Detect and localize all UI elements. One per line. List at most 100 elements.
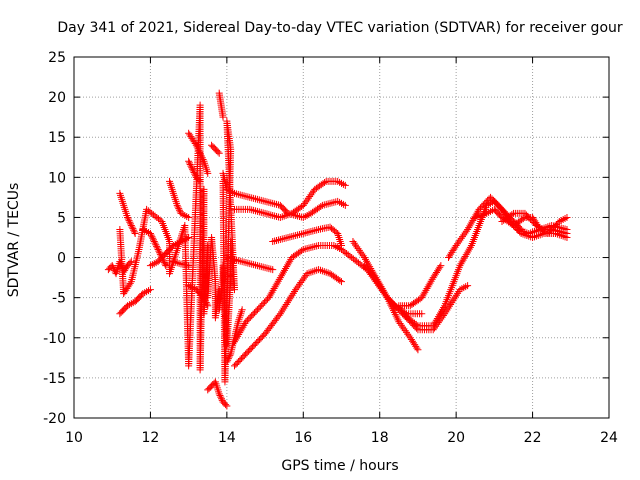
data-point: [231, 338, 238, 346]
data-point: [270, 285, 278, 293]
data-point: [155, 247, 163, 255]
data-point: [460, 254, 468, 262]
y-tick-label: -10: [43, 331, 66, 347]
data-point: [418, 310, 426, 318]
data-point: [453, 240, 461, 248]
data-point: [281, 266, 289, 274]
data-point: [353, 243, 361, 251]
data-point: [459, 233, 467, 241]
series-arc-b: [116, 286, 154, 318]
data-point: [487, 193, 495, 201]
data-point: [173, 201, 181, 209]
data-point: [361, 255, 369, 263]
data-point: [236, 329, 244, 337]
data-point: [489, 196, 497, 204]
data-point: [488, 195, 496, 203]
data-point: [204, 169, 212, 177]
data-point: [360, 262, 368, 270]
data-point: [218, 395, 226, 403]
data-point: [295, 280, 303, 288]
data-point: [364, 267, 372, 275]
data-points: [104, 89, 571, 410]
data-point: [436, 263, 444, 271]
data-point: [185, 157, 193, 165]
data-point: [437, 262, 445, 270]
data-point: [234, 332, 242, 340]
y-tick-label: 20: [48, 90, 66, 106]
data-point: [427, 277, 435, 285]
data-point: [521, 209, 529, 217]
data-point: [377, 285, 385, 293]
data-point: [299, 201, 307, 209]
y-tick-label: 25: [48, 50, 66, 66]
data-point: [265, 294, 273, 302]
data-point: [426, 279, 434, 287]
data-point: [418, 294, 426, 302]
data-point: [261, 298, 269, 306]
series-scattered: [116, 101, 238, 386]
data-point: [185, 159, 193, 167]
data-point: [126, 259, 134, 267]
data-point: [130, 228, 138, 236]
data-point: [149, 236, 157, 244]
data-point: [424, 283, 432, 291]
data-point: [262, 297, 270, 305]
data-point: [428, 275, 436, 283]
data-point: [252, 307, 260, 315]
data-point: [151, 239, 159, 247]
data-point: [292, 286, 300, 294]
data-point: [321, 178, 329, 186]
data-point: [401, 327, 409, 335]
data-point: [357, 248, 365, 256]
data-point: [420, 290, 428, 298]
data-point: [422, 286, 430, 294]
data-point: [258, 301, 266, 309]
data-point: [362, 263, 370, 271]
data-point: [126, 279, 134, 287]
data-point: [465, 245, 473, 253]
data-point: [108, 262, 116, 270]
data-point: [374, 281, 382, 289]
data-point: [306, 192, 314, 200]
data-point: [278, 270, 286, 278]
data-point: [269, 266, 277, 274]
data-point: [360, 254, 368, 262]
data-point: [380, 288, 388, 296]
y-tick-label: 10: [48, 170, 66, 186]
data-point: [256, 303, 264, 311]
data-point: [266, 292, 274, 300]
data-point: [307, 191, 315, 199]
data-point: [117, 261, 125, 269]
data-point: [371, 276, 379, 284]
data-point: [271, 283, 279, 291]
data-point: [465, 224, 473, 232]
data-point: [161, 260, 169, 268]
data-point: [175, 206, 183, 214]
y-tick-label: -5: [52, 291, 66, 307]
data-point: [341, 181, 349, 189]
data-point: [455, 238, 463, 246]
series-arc-k: [208, 141, 223, 157]
data-point: [423, 285, 431, 293]
data-point: [191, 140, 199, 148]
data-point: [433, 314, 441, 322]
data-point: [269, 286, 277, 294]
data-point: [399, 323, 407, 331]
data-point: [421, 288, 429, 296]
data-point: [440, 304, 448, 312]
x-axis-label: GPS time / hours: [281, 458, 398, 474]
y-tick-label: 5: [57, 210, 66, 226]
data-point: [463, 249, 471, 257]
data-point: [129, 225, 137, 233]
series-arc-f: [166, 177, 193, 221]
data-point: [363, 265, 371, 273]
data-point: [478, 202, 486, 210]
data-point: [232, 336, 240, 344]
data-point: [341, 201, 349, 209]
data-point: [233, 334, 241, 342]
data-point: [456, 262, 464, 270]
data-point: [304, 194, 312, 202]
data-point: [127, 221, 135, 229]
data-point: [302, 198, 310, 206]
data-point: [185, 234, 193, 241]
